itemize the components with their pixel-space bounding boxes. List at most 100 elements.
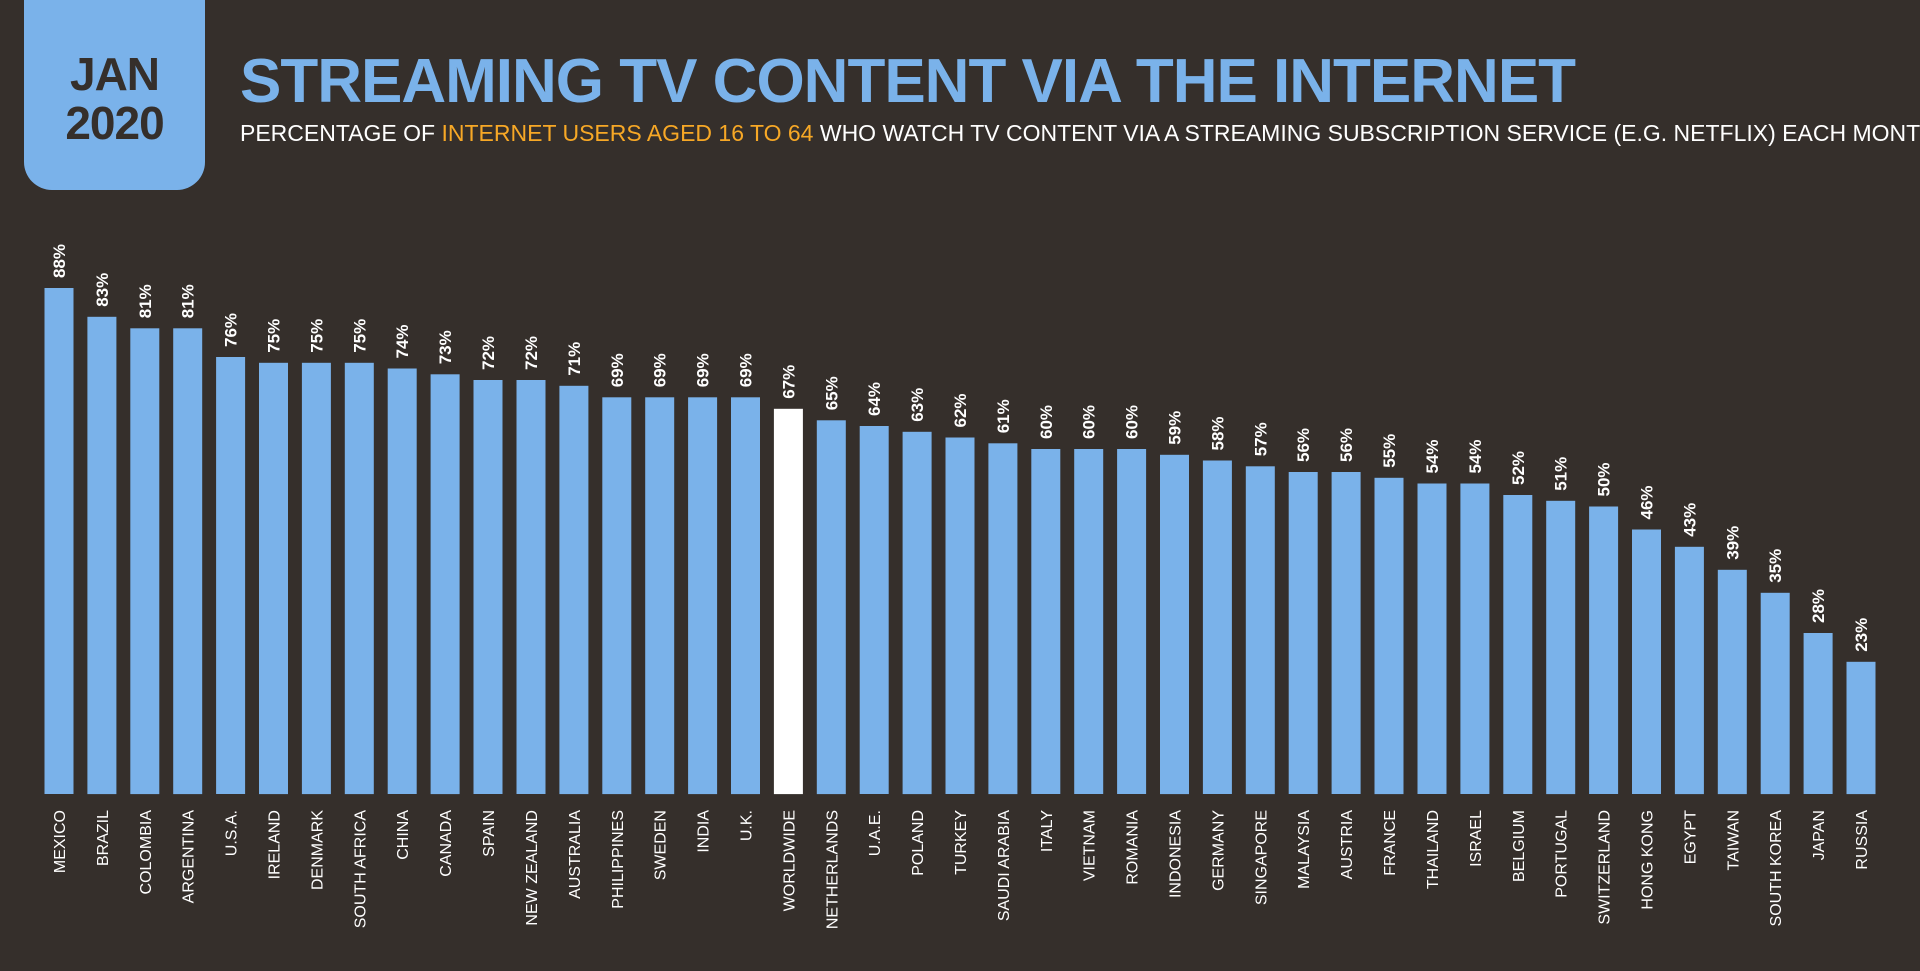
value-label-china: 74% xyxy=(393,324,412,358)
bar-malaysia xyxy=(1288,472,1318,794)
category-label-turkey: TURKEY xyxy=(953,810,970,875)
category-label-u-k: U.K. xyxy=(739,810,756,841)
bar-belgium xyxy=(1503,495,1533,794)
value-label-turkey: 62% xyxy=(951,393,970,427)
value-label-israel: 54% xyxy=(1466,439,1485,473)
bar-taiwan xyxy=(1717,569,1747,795)
value-label-ireland: 75% xyxy=(265,319,284,353)
value-label-taiwan: 39% xyxy=(1723,526,1742,560)
category-label-italy: ITALY xyxy=(1039,810,1056,852)
bar-brazil xyxy=(87,316,117,795)
badge-month: JAN xyxy=(69,48,160,100)
category-label-new-zealand: NEW ZEALAND xyxy=(524,810,541,926)
value-label-saudi-arabia: 61% xyxy=(994,399,1013,433)
value-label-singapore: 57% xyxy=(1251,422,1270,456)
category-label-u-a-e: U.A.E. xyxy=(867,810,884,856)
category-label-france: FRANCE xyxy=(1382,810,1399,876)
bar-france xyxy=(1374,477,1404,795)
bar-mexico xyxy=(44,288,74,794)
category-label-vietnam: VIETNAM xyxy=(1082,810,1099,881)
category-label-china: CHINA xyxy=(395,810,412,860)
bar-singapore xyxy=(1245,466,1275,795)
value-label-new-zealand: 72% xyxy=(522,336,541,370)
value-label-canada: 73% xyxy=(436,330,455,364)
bar-turkey xyxy=(945,437,975,794)
bar-ireland xyxy=(259,362,288,795)
bar-saudi-arabia xyxy=(988,443,1018,795)
chart-title: STREAMING TV CONTENT VIA THE INTERNET xyxy=(240,47,1576,116)
bar-switzerland xyxy=(1589,506,1619,794)
subtitle-suffix: WHO WATCH TV CONTENT VIA A STREAMING SUB… xyxy=(813,120,1920,146)
category-label-romania: ROMANIA xyxy=(1125,810,1142,885)
value-label-egypt: 43% xyxy=(1680,503,1699,537)
bar-south-africa xyxy=(344,362,374,795)
chart-subtitle: PERCENTAGE OF INTERNET USERS AGED 16 TO … xyxy=(240,120,1920,147)
category-label-poland: POLAND xyxy=(910,810,927,876)
value-label-austria: 56% xyxy=(1337,428,1356,462)
bar-austria xyxy=(1331,472,1361,794)
bar-argentina xyxy=(173,328,203,795)
category-label-portugal: PORTUGAL xyxy=(1554,810,1571,898)
value-label-u-s-a: 76% xyxy=(222,313,241,347)
bar-philippines xyxy=(602,397,632,795)
value-label-india: 69% xyxy=(694,353,713,387)
value-label-france: 55% xyxy=(1380,434,1399,468)
category-label-argentina: ARGENTINA xyxy=(181,810,198,904)
bar-canada xyxy=(430,374,460,795)
value-label-romania: 60% xyxy=(1123,405,1142,439)
value-label-worldwide: 67% xyxy=(779,365,798,399)
value-label-indonesia: 59% xyxy=(1166,411,1185,445)
value-label-philippines: 69% xyxy=(608,353,627,387)
bar-poland xyxy=(902,431,932,795)
category-label-sweden: SWEDEN xyxy=(653,810,670,880)
bar-denmark xyxy=(301,362,331,795)
value-label-netherlands: 65% xyxy=(822,376,841,410)
date-badge: JAN 2020 xyxy=(24,0,205,190)
category-label-south-africa: SOUTH AFRICA xyxy=(352,810,369,929)
value-label-vietnam: 60% xyxy=(1080,405,1099,439)
category-label-india: INDIA xyxy=(696,810,713,853)
value-label-russia: 23% xyxy=(1852,618,1871,652)
bar-hong-kong xyxy=(1632,529,1661,794)
value-label-thailand: 54% xyxy=(1423,439,1442,473)
value-label-switzerland: 50% xyxy=(1595,462,1614,496)
bar-indonesia xyxy=(1160,454,1189,795)
bar-netherlands xyxy=(816,420,846,795)
value-label-mexico: 88% xyxy=(50,244,69,278)
value-label-argentina: 81% xyxy=(179,284,198,318)
value-label-south-africa: 75% xyxy=(350,319,369,353)
bar-u-k xyxy=(731,397,760,795)
bar-egypt xyxy=(1674,546,1704,795)
bar-worldwide xyxy=(773,408,803,795)
value-label-u-a-e: 64% xyxy=(865,382,884,416)
category-label-australia: AUSTRALIA xyxy=(567,810,584,899)
category-label-philippines: PHILIPPINES xyxy=(610,810,627,909)
category-label-brazil: BRAZIL xyxy=(95,810,112,866)
value-label-brazil: 83% xyxy=(93,273,112,307)
category-label-hong-kong: HONG KONG xyxy=(1640,810,1657,910)
category-label-switzerland: SWITZERLAND xyxy=(1597,810,1614,925)
bar-russia xyxy=(1846,661,1876,795)
bar-spain xyxy=(473,380,503,794)
category-label-egypt: EGYPT xyxy=(1682,810,1699,864)
value-label-hong-kong: 46% xyxy=(1638,485,1657,519)
bar-china xyxy=(387,368,417,794)
value-label-australia: 71% xyxy=(565,342,584,376)
category-label-thailand: THAILAND xyxy=(1425,810,1442,889)
value-label-japan: 28% xyxy=(1809,589,1828,623)
value-label-belgium: 52% xyxy=(1509,451,1528,485)
category-label-japan: JAPAN xyxy=(1811,810,1828,860)
bar-italy xyxy=(1031,449,1061,794)
bar-sweden xyxy=(645,397,675,795)
bar-u-a-e xyxy=(859,426,889,794)
category-label-south-korea: SOUTH KOREA xyxy=(1768,810,1785,927)
value-label-poland: 63% xyxy=(908,388,927,422)
category-label-indonesia: INDONESIA xyxy=(1168,810,1185,898)
category-label-colombia: COLOMBIA xyxy=(138,810,155,895)
bar-new-zealand xyxy=(516,380,546,794)
category-label-malaysia: MALAYSIA xyxy=(1296,810,1313,889)
category-label-taiwan: TAIWAN xyxy=(1725,810,1742,870)
bar-romania xyxy=(1117,449,1147,794)
category-label-mexico: MEXICO xyxy=(52,810,69,873)
value-label-south-korea: 35% xyxy=(1766,549,1785,583)
